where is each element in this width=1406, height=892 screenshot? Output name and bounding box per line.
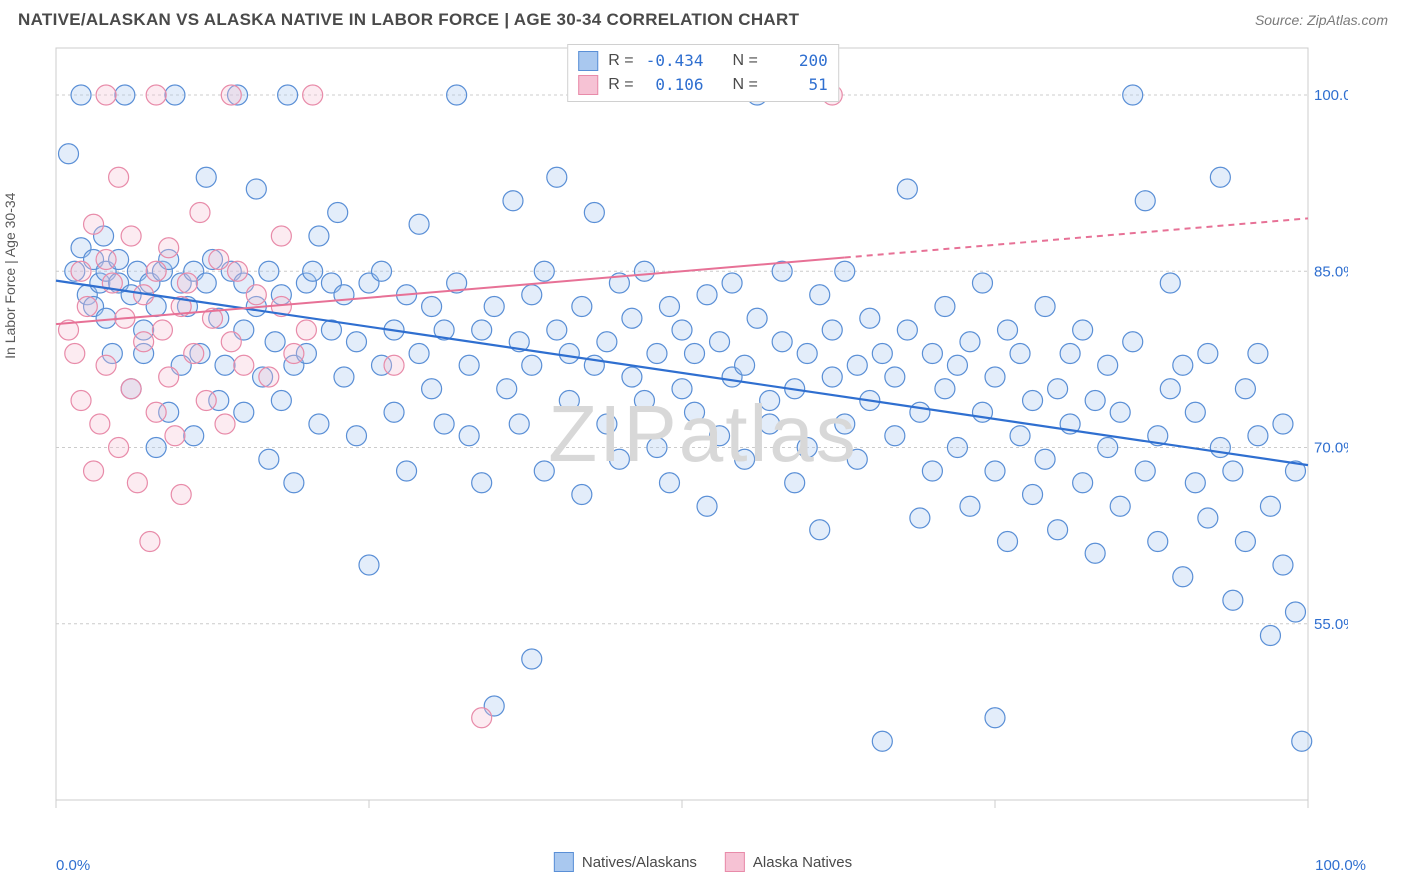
scatter-chart: 55.0% 70.0% 85.0% 100.0% xyxy=(18,40,1348,828)
x-axis-end-labels: 0.0% 100.0% xyxy=(0,857,1406,874)
series-swatch xyxy=(578,75,598,95)
r-label: R = xyxy=(608,49,633,73)
n-value: 200 xyxy=(768,49,828,73)
y-axis-label: In Labor Force | Age 30-34 xyxy=(2,193,18,359)
x-min-label: 0.0% xyxy=(56,857,90,874)
n-label: N = xyxy=(732,49,757,73)
svg-text:85.0%: 85.0% xyxy=(1314,263,1348,280)
stats-row: R = -0.434 N = 200 xyxy=(578,49,828,73)
svg-text:55.0%: 55.0% xyxy=(1314,616,1348,633)
stats-row: R = 0.106 N = 51 xyxy=(578,73,828,97)
correlation-stats-box: R = -0.434 N = 200 R = 0.106 N = 51 xyxy=(567,44,839,102)
svg-text:100.0%: 100.0% xyxy=(1314,87,1348,104)
n-value: 51 xyxy=(768,73,828,97)
n-label: N = xyxy=(732,73,757,97)
source-label: Source: ZipAtlas.com xyxy=(1255,12,1388,28)
svg-text:70.0%: 70.0% xyxy=(1314,440,1348,457)
r-value: -0.434 xyxy=(644,49,704,73)
x-max-label: 100.0% xyxy=(1315,857,1366,874)
chart-title: NATIVE/ALASKAN VS ALASKA NATIVE IN LABOR… xyxy=(18,10,799,30)
plot-area: In Labor Force | Age 30-34 55.0%70.0%85.… xyxy=(18,40,1388,828)
r-value: 0.106 xyxy=(644,73,704,97)
series-swatch xyxy=(578,51,598,71)
r-label: R = xyxy=(608,73,633,97)
